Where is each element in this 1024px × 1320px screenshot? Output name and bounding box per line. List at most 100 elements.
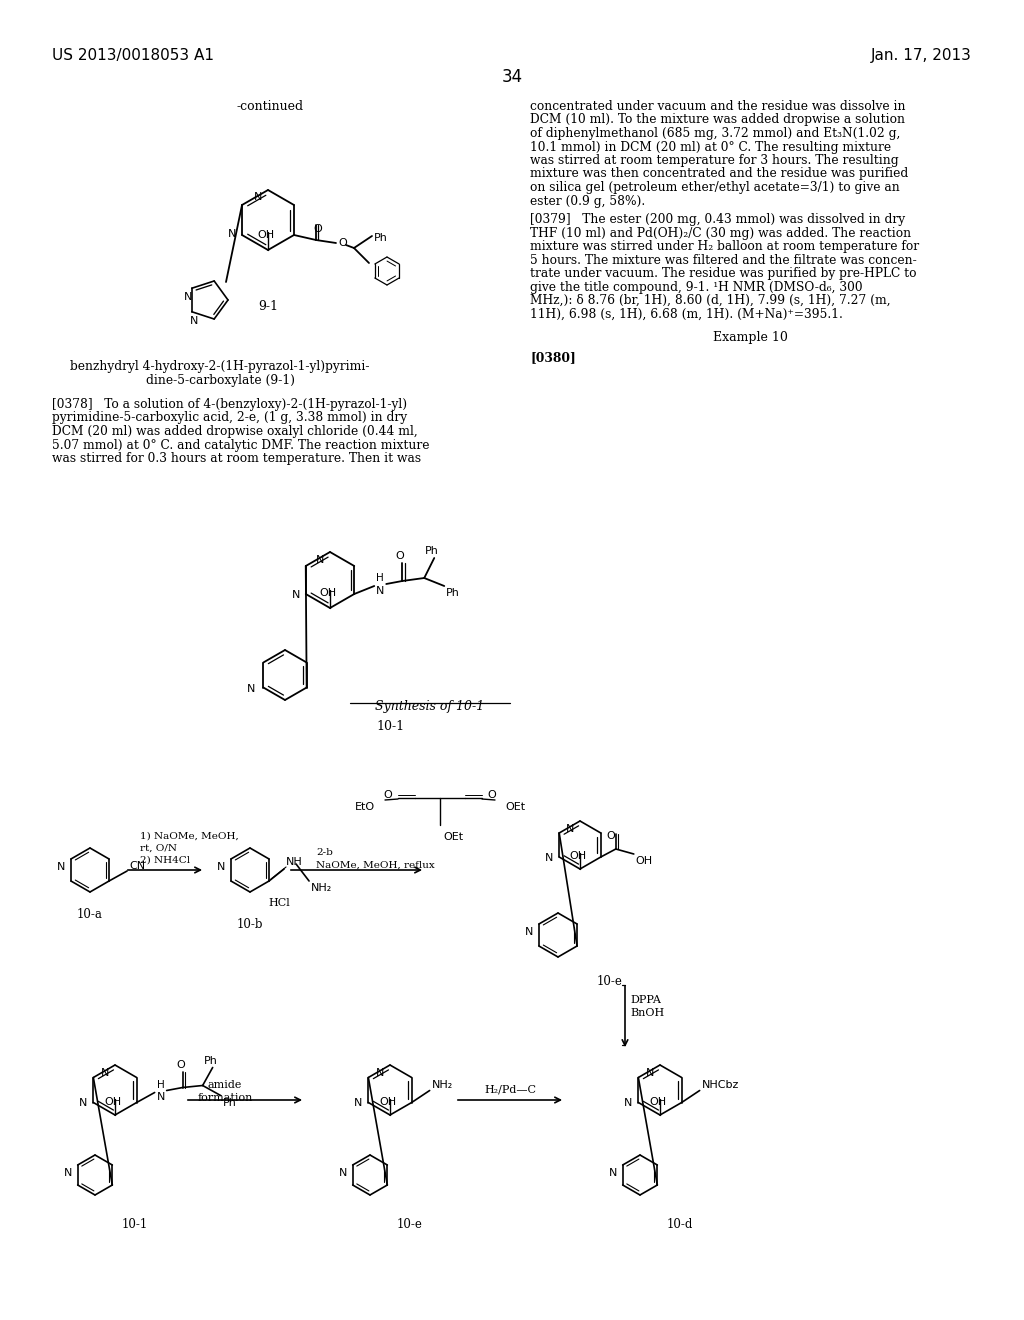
Text: H₂/Pd—C: H₂/Pd—C	[484, 1084, 536, 1094]
Text: N: N	[524, 927, 534, 937]
Text: Ph: Ph	[446, 587, 460, 598]
Text: NH: NH	[286, 857, 303, 867]
Text: was stirred for 0.3 hours at room temperature. Then it was: was stirred for 0.3 hours at room temper…	[52, 451, 421, 465]
Text: 1) NaOMe, MeOH,: 1) NaOMe, MeOH,	[140, 832, 239, 841]
Text: N: N	[545, 853, 553, 863]
Text: DPPA: DPPA	[630, 995, 660, 1005]
Text: OH: OH	[104, 1097, 122, 1107]
Text: N: N	[63, 1168, 72, 1177]
Text: rt, O/N: rt, O/N	[140, 843, 177, 853]
Text: mixture was then concentrated and the residue was purified: mixture was then concentrated and the re…	[530, 168, 908, 181]
Text: give the title compound, 9-1. ¹H NMR (DMSO-d₆, 300: give the title compound, 9-1. ¹H NMR (DM…	[530, 281, 862, 293]
Text: Ph: Ph	[222, 1097, 237, 1107]
Text: 10-e: 10-e	[597, 975, 623, 987]
Text: trate under vacuum. The residue was purified by pre-HPLC to: trate under vacuum. The residue was puri…	[530, 267, 916, 280]
Text: dine-5-carboxylate (9-1): dine-5-carboxylate (9-1)	[145, 374, 295, 387]
Text: 10-d: 10-d	[667, 1218, 693, 1232]
Text: N: N	[625, 1098, 633, 1109]
Text: OH: OH	[649, 1097, 667, 1107]
Text: mixture was stirred under H₂ balloon at room temperature for: mixture was stirred under H₂ balloon at …	[530, 240, 920, 253]
Text: OH: OH	[380, 1097, 396, 1107]
Text: EtO: EtO	[355, 803, 375, 812]
Text: CN: CN	[129, 861, 145, 871]
Text: 2) NH4Cl: 2) NH4Cl	[140, 855, 190, 865]
Text: O: O	[384, 789, 392, 800]
Text: [0380]: [0380]	[530, 351, 575, 364]
Text: Ph: Ph	[425, 546, 439, 556]
Text: US 2013/0018053 A1: US 2013/0018053 A1	[52, 48, 214, 63]
Text: 10-1: 10-1	[376, 719, 404, 733]
Text: N: N	[247, 684, 256, 693]
Text: [0378]   To a solution of 4-(benzyloxy)-2-(1H-pyrazol-1-yl): [0378] To a solution of 4-(benzyloxy)-2-…	[52, 399, 408, 411]
Text: pyrimidine-5-carboxylic acid, 2-e, (1 g, 3.38 mmol) in dry: pyrimidine-5-carboxylic acid, 2-e, (1 g,…	[52, 412, 408, 425]
Text: 10-1: 10-1	[122, 1218, 148, 1232]
Text: N: N	[100, 1068, 110, 1078]
Text: N: N	[227, 228, 237, 239]
Text: 34: 34	[502, 69, 522, 86]
Text: 10-e: 10-e	[397, 1218, 423, 1232]
Text: N: N	[56, 862, 66, 873]
Text: 10-b: 10-b	[237, 917, 263, 931]
Text: MHz,): δ 8.76 (br, 1H), 8.60 (d, 1H), 7.99 (s, 1H), 7.27 (m,: MHz,): δ 8.76 (br, 1H), 8.60 (d, 1H), 7.…	[530, 294, 891, 308]
Text: benzhydryl 4-hydroxy-2-(1H-pyrazol-1-yl)pyrimi-: benzhydryl 4-hydroxy-2-(1H-pyrazol-1-yl)…	[71, 360, 370, 374]
Text: OH: OH	[636, 855, 653, 866]
Text: N: N	[354, 1098, 362, 1109]
Text: N: N	[292, 590, 300, 601]
Text: -continued: -continued	[237, 100, 303, 114]
Text: N: N	[79, 1098, 87, 1109]
Text: N: N	[608, 1168, 616, 1177]
Text: N: N	[315, 554, 325, 565]
Text: on silica gel (petroleum ether/ethyl acetate=3/1) to give an: on silica gel (petroleum ether/ethyl ace…	[530, 181, 900, 194]
Text: ester (0.9 g, 58%).: ester (0.9 g, 58%).	[530, 194, 645, 207]
Text: O: O	[313, 224, 323, 234]
Text: O: O	[606, 832, 615, 841]
Text: concentrated under vacuum and the residue was dissolve in: concentrated under vacuum and the residu…	[530, 100, 905, 114]
Text: HCl: HCl	[268, 898, 290, 908]
Text: OEt: OEt	[443, 832, 463, 842]
Text: N: N	[183, 292, 193, 302]
Text: OH: OH	[319, 587, 337, 598]
Text: 5.07 mmol) at 0° C. and catalytic DMF. The reaction mixture: 5.07 mmol) at 0° C. and catalytic DMF. T…	[52, 438, 429, 451]
Text: NaOMe, MeOH, reflux: NaOMe, MeOH, reflux	[316, 861, 435, 870]
Text: DCM (10 ml). To the mixture was added dropwise a solution: DCM (10 ml). To the mixture was added dr…	[530, 114, 905, 127]
Text: N: N	[254, 191, 262, 202]
Text: OEt: OEt	[505, 803, 525, 812]
Text: BnOH: BnOH	[630, 1008, 665, 1018]
Text: O: O	[338, 238, 347, 248]
Text: 5 hours. The mixture was filtered and the filtrate was concen-: 5 hours. The mixture was filtered and th…	[530, 253, 916, 267]
Text: N: N	[189, 315, 198, 326]
Text: H: H	[157, 1080, 165, 1089]
Text: of diphenylmethanol (685 mg, 3.72 mmol) and Et₃N(1.02 g,: of diphenylmethanol (685 mg, 3.72 mmol) …	[530, 127, 900, 140]
Text: N: N	[376, 1068, 384, 1078]
Text: Synthesis of 10-1: Synthesis of 10-1	[376, 700, 484, 713]
Text: DCM (20 ml) was added dropwise oxalyl chloride (0.44 ml,: DCM (20 ml) was added dropwise oxalyl ch…	[52, 425, 418, 438]
Text: OH: OH	[569, 851, 587, 861]
Text: THF (10 ml) and Pd(OH)₂/C (30 mg) was added. The reaction: THF (10 ml) and Pd(OH)₂/C (30 mg) was ad…	[530, 227, 911, 239]
Text: O: O	[487, 789, 497, 800]
Text: 10-a: 10-a	[77, 908, 103, 921]
Text: N: N	[646, 1068, 654, 1078]
Text: 9-1: 9-1	[258, 300, 278, 313]
Text: 10.1 mmol) in DCM (20 ml) at 0° C. The resulting mixture: 10.1 mmol) in DCM (20 ml) at 0° C. The r…	[530, 140, 891, 153]
Text: N: N	[566, 824, 574, 834]
Text: H: H	[376, 573, 384, 583]
Text: Example 10: Example 10	[713, 331, 787, 345]
Text: formation: formation	[198, 1093, 253, 1104]
Text: was stirred at room temperature for 3 hours. The resulting: was stirred at room temperature for 3 ho…	[530, 154, 899, 168]
Text: NH₂: NH₂	[311, 883, 333, 894]
Text: 2-b: 2-b	[316, 847, 333, 857]
Text: Ph: Ph	[374, 234, 388, 243]
Text: NHCbz: NHCbz	[701, 1081, 739, 1090]
Text: 11H), 6.98 (s, 1H), 6.68 (m, 1H). (M+Na)⁺=395.1.: 11H), 6.98 (s, 1H), 6.68 (m, 1H). (M+Na)…	[530, 308, 843, 321]
Text: Ph: Ph	[204, 1056, 217, 1065]
Text: N: N	[217, 862, 225, 873]
Text: NH₂: NH₂	[432, 1081, 453, 1090]
Text: Jan. 17, 2013: Jan. 17, 2013	[871, 48, 972, 63]
Text: N: N	[376, 586, 385, 597]
Text: amide: amide	[208, 1080, 243, 1090]
Text: O: O	[396, 550, 404, 561]
Text: [0379]   The ester (200 mg, 0.43 mmol) was dissolved in dry: [0379] The ester (200 mg, 0.43 mmol) was…	[530, 213, 905, 226]
Text: OH: OH	[257, 230, 274, 240]
Text: N: N	[339, 1168, 347, 1177]
Text: O: O	[176, 1060, 185, 1069]
